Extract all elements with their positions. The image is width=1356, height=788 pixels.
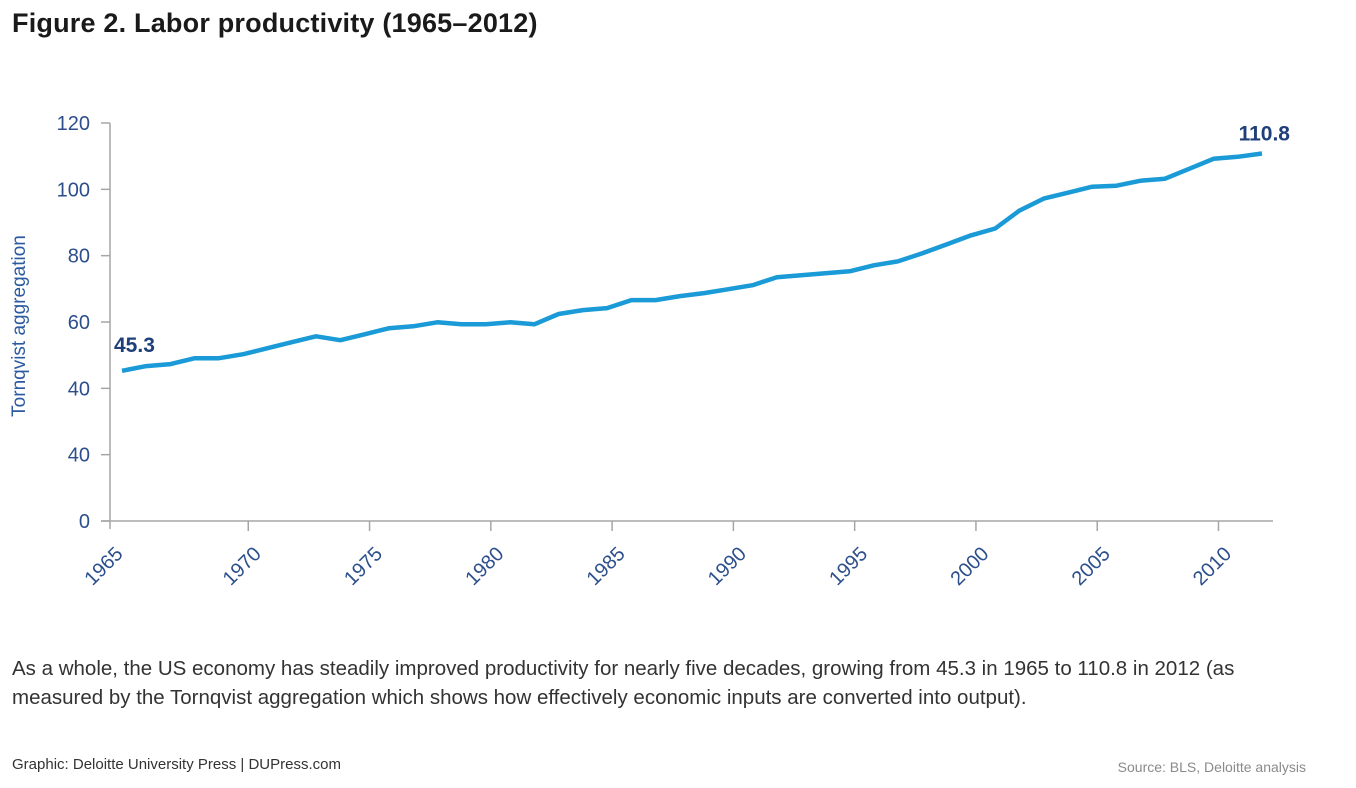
series-line (121, 151, 1263, 374)
x-tick-label: 1980 (461, 543, 508, 590)
y-tick-label: 40 (68, 378, 90, 400)
annotations-group: 45.3 110.8 (114, 123, 1290, 357)
y-axis-title: Tornqvist aggregation (9, 235, 30, 417)
x-tick-label: 2005 (1068, 543, 1115, 590)
x-tick-label: 1970 (219, 543, 266, 590)
data-label: 110.8 (1239, 123, 1291, 146)
y-tick-label: 60 (68, 312, 90, 334)
line-chart: 0 40 40 60 80 100 120 1965 1970 1975 1980 1985 1990… (9, 113, 1290, 590)
series-group (121, 151, 1263, 374)
x-tick-label: 1985 (583, 543, 630, 590)
data-label: 45.3 (114, 334, 155, 357)
y-tick-label: 120 (57, 113, 90, 135)
x-tick-label: 1975 (340, 543, 387, 590)
y-axis: 0 40 40 60 80 100 120 (57, 113, 111, 533)
source-note: Source: BLS, Deloitte analysis (1117, 759, 1306, 775)
y-tick-label: 100 (57, 179, 90, 201)
x-tick-label: 2000 (946, 543, 993, 590)
graphic-credit: Graphic: Deloitte University Press | DUP… (12, 756, 341, 773)
chart-caption: As a whole, the US economy has steadily … (12, 657, 1235, 709)
y-tick-label: 40 (68, 445, 90, 467)
chart-title: Figure 2. Labor productivity (1965–2012) (12, 8, 538, 38)
x-tick-label: 1965 (81, 543, 128, 590)
y-tick-label: 80 (68, 246, 90, 268)
x-axis: 1965 1970 1975 1980 1985 1990 1995 2000 2005 2010 (81, 520, 1273, 590)
x-tick-label: 2010 (1189, 543, 1236, 590)
y-tick-label: 0 (79, 511, 90, 533)
x-tick-label: 1995 (825, 543, 872, 590)
x-tick-label: 1990 (704, 543, 751, 590)
